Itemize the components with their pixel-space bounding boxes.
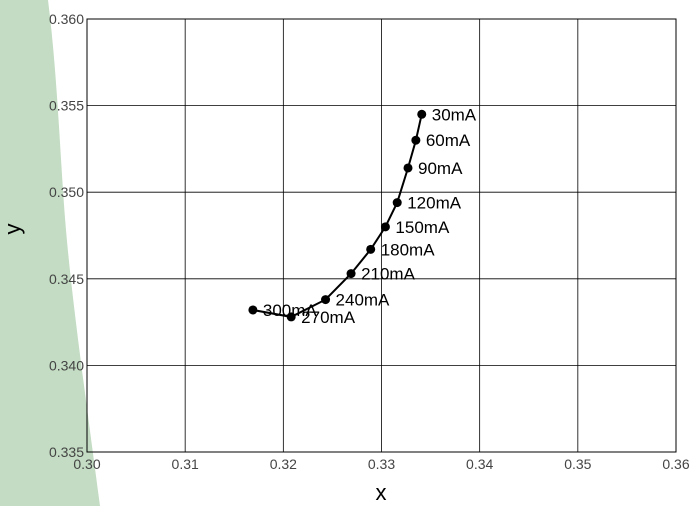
data-point [286,312,296,322]
point-label: 150mA [395,218,450,237]
data-point [417,109,427,119]
point-label: 60mA [426,131,471,150]
point-label: 90mA [418,159,463,178]
x-tick-labels: 0.30 0.31 0.32 0.33 0.34 0.35 0.36 [73,456,689,472]
x-tick-label: 0.32 [270,456,297,472]
x-tick-label: 0.30 [73,456,100,472]
data-point [321,295,331,305]
y-tick-label: 0.350 [49,184,84,200]
point-label: 240mA [336,291,391,310]
point-label: 300mA [263,301,318,320]
y-axis-title: y [0,224,25,235]
y-tick-label: 0.360 [49,11,84,27]
data-point [392,198,402,208]
background-band [0,0,100,506]
series-line [252,114,423,318]
x-tick-label: 0.31 [172,456,199,472]
data-point [411,135,421,145]
data-point [380,222,390,232]
y-tick-label: 0.345 [49,271,84,287]
data-point [366,244,376,254]
series [248,109,427,322]
y-tick-label: 0.355 [49,98,84,114]
y-tick-label: 0.340 [49,357,84,373]
data-point [346,269,356,279]
point-label: 120mA [407,194,462,213]
point-labels: 30mA 60mA 90mA 120mA 150mA 180mA 210mA 240mA270… [263,105,477,327]
x-tick-label: 0.35 [564,456,591,472]
data-point [403,163,413,173]
point-label: 180mA [381,240,436,259]
point-label: 210mA [361,265,416,284]
x-tick-label: 0.33 [368,456,395,472]
x-tick-label: 0.36 [662,456,689,472]
point-label: 30mA [432,105,477,124]
plot-area [86,18,677,453]
y-tick-label: 0.335 [49,444,84,460]
grid [86,18,677,453]
data-point [248,305,258,315]
point-label: 270mA [301,308,356,327]
y-tick-labels: 0.335 0.340 0.345 0.350 0.355 0.360 [49,11,84,460]
x-axis-title: x [376,480,387,505]
x-tick-label: 0.34 [466,456,493,472]
